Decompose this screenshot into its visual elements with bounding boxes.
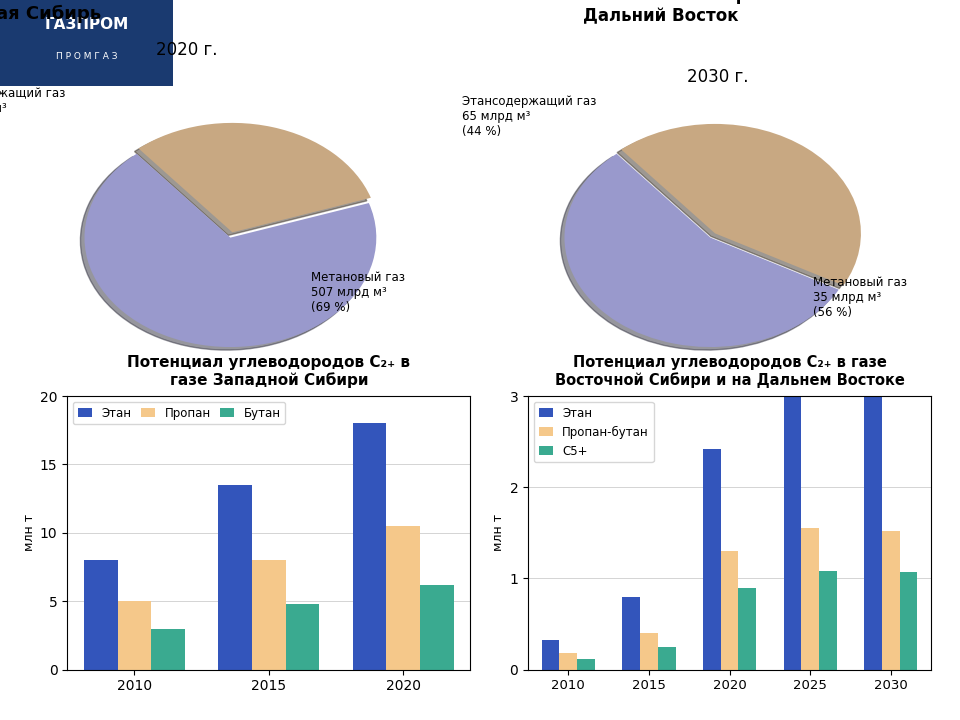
Text: Этансодержащий газ
233 млрд м³
(31 %): Этансодержащий газ 233 млрд м³ (31 %) <box>0 87 65 130</box>
Text: Этансодержащий газ
65 млрд м³
(44 %): Этансодержащий газ 65 млрд м³ (44 %) <box>463 95 597 138</box>
Legend: Этан, Пропан-бутан, C5+: Этан, Пропан-бутан, C5+ <box>534 402 654 462</box>
Text: ГАЗПРОМ: ГАЗПРОМ <box>44 17 129 32</box>
Bar <box>738 588 756 670</box>
Wedge shape <box>84 154 376 347</box>
Bar <box>640 633 658 670</box>
Bar <box>151 629 184 670</box>
Title: Потенциал углеводородов С₂₊ в
газе Западной Сибири: Потенциал углеводородов С₂₊ в газе Запад… <box>128 355 410 388</box>
Text: 2030 г.: 2030 г. <box>687 68 749 86</box>
Bar <box>117 601 151 670</box>
Wedge shape <box>621 124 861 285</box>
Bar <box>721 551 738 670</box>
Text: Метановый газ
507 млрд м³
(69 %): Метановый газ 507 млрд м³ (69 %) <box>311 271 405 314</box>
Bar <box>420 585 453 670</box>
Title: Потенциал углеводородов С₂₊ в газе
Восточной Сибири и на Дальнем Востоке: Потенциал углеводородов С₂₊ в газе Восто… <box>555 355 904 388</box>
Text: Прогноз добычи этансодержащего газа в РФ: Прогноз добычи этансодержащего газа в РФ <box>281 40 813 60</box>
Bar <box>622 597 640 670</box>
Bar <box>900 572 918 670</box>
Bar <box>560 653 577 670</box>
Text: 8: 8 <box>19 696 30 711</box>
Text: Метановый газ
35 млрд м³
(56 %): Метановый газ 35 млрд м³ (56 %) <box>812 276 906 319</box>
Bar <box>541 640 560 670</box>
Wedge shape <box>564 154 839 347</box>
Text: П Р О М Г А З: П Р О М Г А З <box>56 52 117 60</box>
FancyBboxPatch shape <box>0 0 173 86</box>
Bar <box>252 560 285 670</box>
Bar <box>783 396 802 670</box>
Bar <box>84 560 117 670</box>
Y-axis label: млн т: млн т <box>492 514 505 552</box>
Wedge shape <box>138 123 371 233</box>
Bar <box>882 531 900 670</box>
Text: Западная Сибирь: Западная Сибирь <box>0 5 102 23</box>
Bar <box>819 571 837 670</box>
Bar <box>386 526 420 670</box>
Bar <box>658 647 676 670</box>
Text: 2020 г.: 2020 г. <box>156 40 217 58</box>
Bar <box>286 604 319 670</box>
Legend: Этан, Пропан, Бутан: Этан, Пропан, Бутан <box>73 402 285 424</box>
Bar <box>864 396 882 670</box>
Text: Восточная Сибирь и
Дальний Восток: Восточная Сибирь и Дальний Восток <box>583 0 776 25</box>
Bar <box>577 659 595 670</box>
Bar <box>352 423 386 670</box>
Bar <box>703 449 721 670</box>
Bar <box>218 485 252 670</box>
Bar <box>802 528 819 670</box>
Y-axis label: млн т: млн т <box>23 514 36 552</box>
